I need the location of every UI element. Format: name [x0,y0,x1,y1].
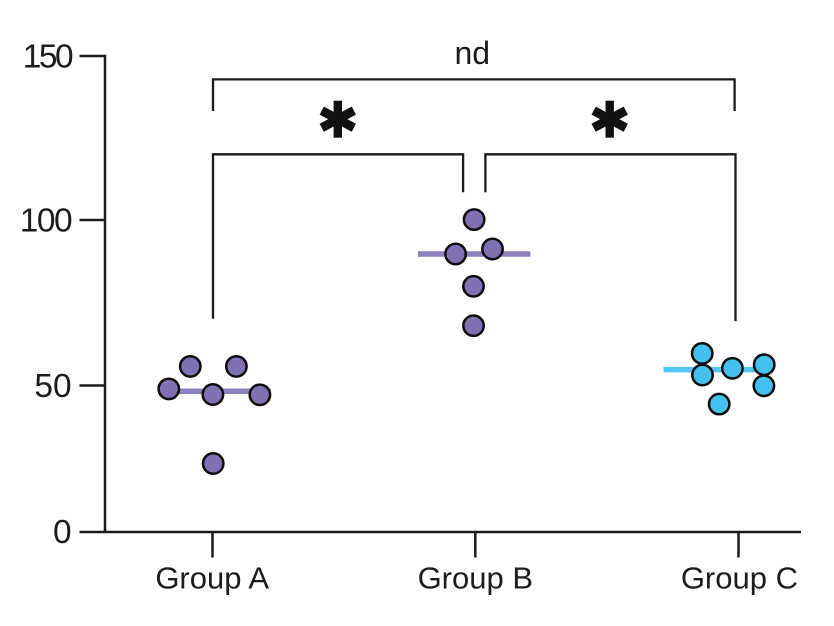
svg-text:100: 100 [20,203,72,240]
svg-text:50: 50 [34,368,71,405]
svg-text:0: 0 [53,514,72,551]
svg-text:150: 150 [23,39,73,76]
svg-text:nd: nd [455,35,491,71]
svg-text:Group C: Group C [681,561,798,596]
svg-text:Group B: Group B [418,561,533,596]
svg-text:Group A: Group A [155,561,269,596]
